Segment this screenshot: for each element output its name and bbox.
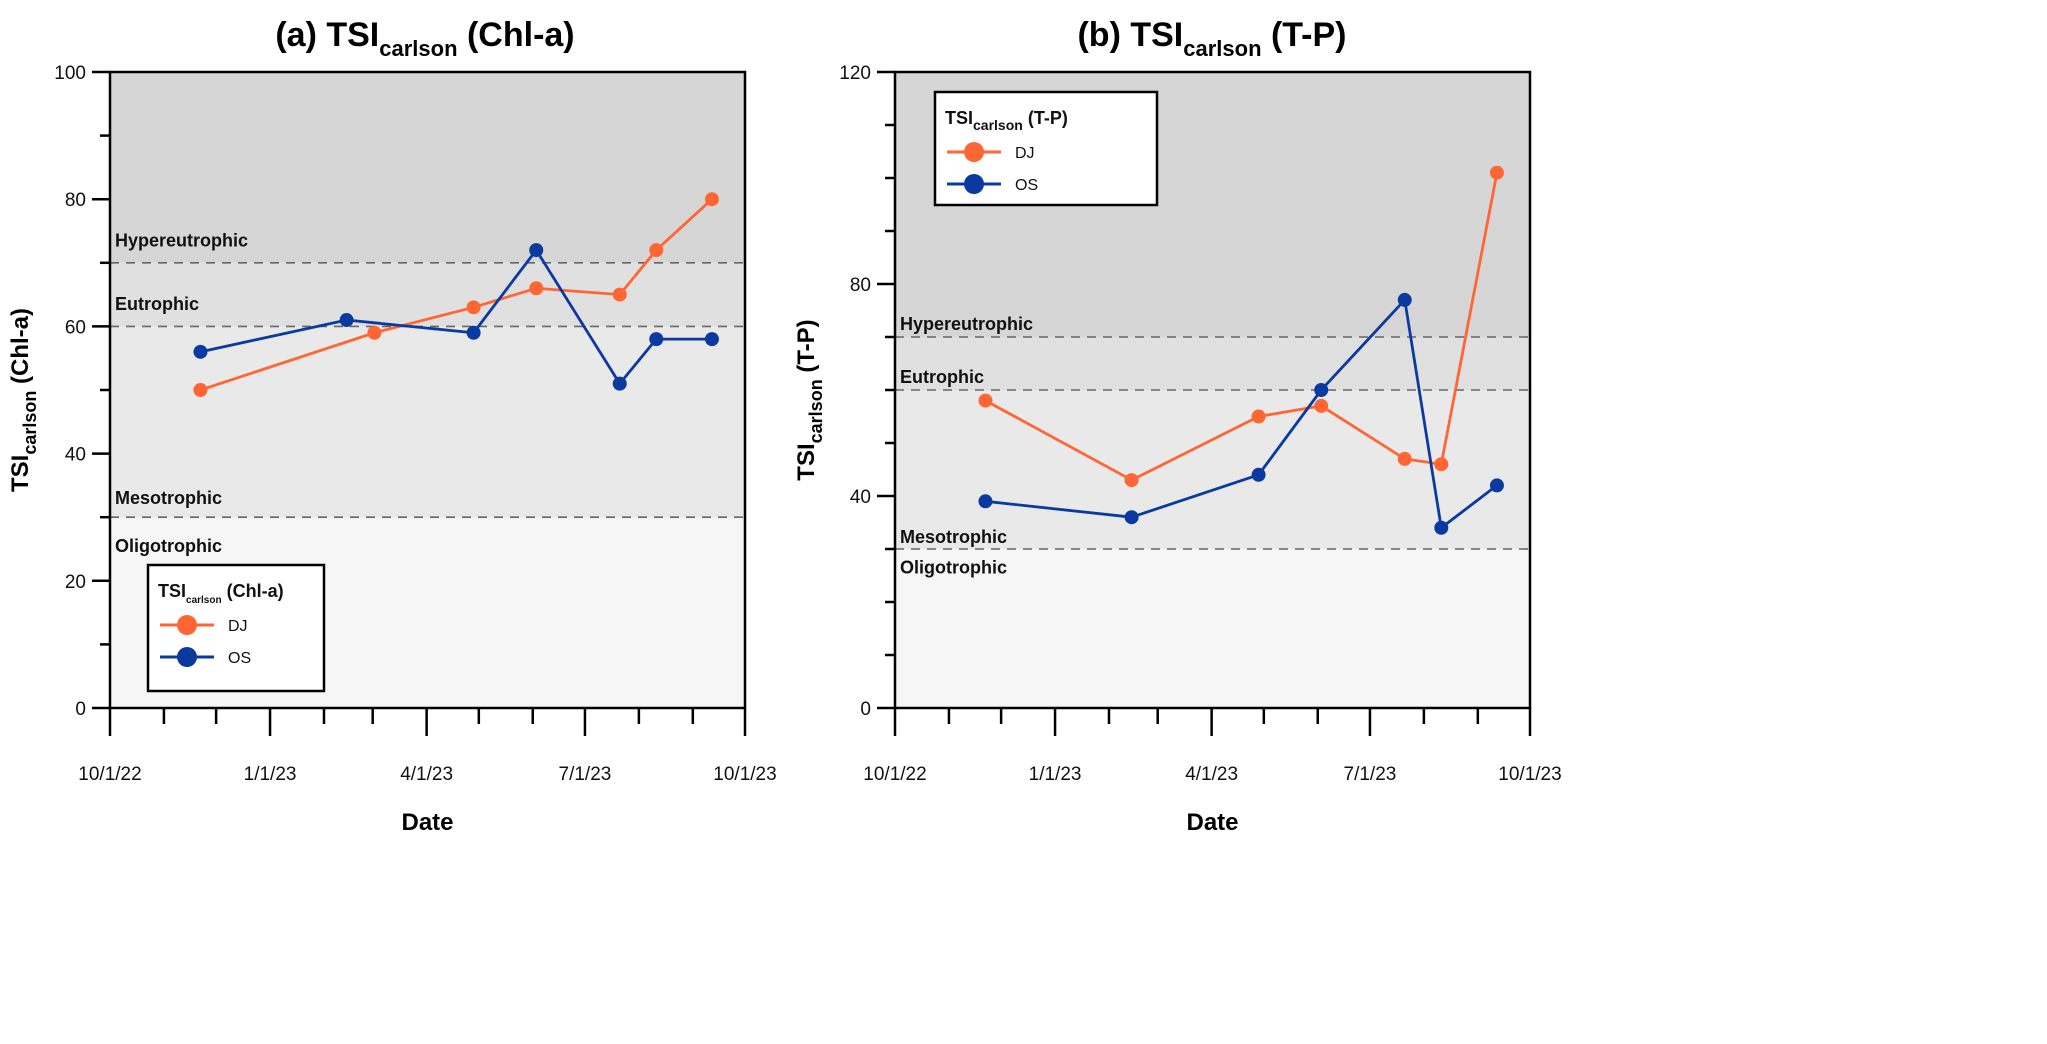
zone-band-hypereutrophic — [110, 72, 745, 263]
data-point — [529, 243, 544, 258]
data-point — [1251, 409, 1266, 424]
x-tick-label: 7/1/23 — [1344, 764, 1397, 785]
data-point — [978, 393, 993, 408]
y-tick-label: 120 — [839, 63, 871, 84]
data-point — [1314, 383, 1329, 397]
zone-band-mesotrophic — [895, 390, 1530, 549]
x-axis-label: Date — [1186, 809, 1238, 836]
legend-label-dj: DJ — [228, 618, 248, 635]
data-point — [978, 494, 993, 509]
data-point — [1314, 398, 1329, 413]
y-tick-label: 80 — [65, 190, 86, 211]
x-axis-label: Date — [401, 809, 453, 836]
data-point — [339, 313, 354, 328]
x-tick-label: 4/1/23 — [1185, 764, 1238, 785]
chart-panel-b: Hypereutrophic Eutrophic Mesotrophic Oligot… — [793, 16, 1562, 836]
chart-title: (b) TSIcarlson (T-P) — [1077, 16, 1346, 61]
zone-label: Hypereutrophic — [115, 231, 248, 251]
legend-marker-dj — [177, 615, 197, 635]
data-point — [1489, 165, 1504, 180]
data-point — [612, 376, 627, 391]
chart-title: (a) TSIcarlson (Chl-a) — [275, 16, 574, 61]
y-axis-label: TSIcarlson (Chl-a) — [7, 308, 40, 492]
chart-panel-a: Hypereutrophic Eutrophic Mesotrophic Oligot… — [7, 16, 777, 836]
data-point — [193, 383, 208, 397]
x-tick-label: 10/1/22 — [78, 764, 141, 785]
y-tick-label: 60 — [65, 317, 86, 338]
data-point — [1434, 520, 1449, 535]
series-os — [978, 292, 1504, 535]
y-tick-label: 40 — [850, 487, 871, 508]
legend-marker-os — [964, 174, 984, 194]
zone-label: Mesotrophic — [115, 488, 222, 508]
zone-label: Eutrophic — [900, 367, 984, 387]
legend-marker-os — [177, 647, 197, 667]
data-point — [193, 344, 208, 359]
x-tick-label: 1/1/23 — [1029, 764, 1082, 785]
data-point — [466, 300, 481, 315]
y-tick-label: 0 — [860, 699, 871, 720]
series-dj — [193, 192, 719, 397]
data-point — [704, 192, 719, 207]
zone-band-eutrophic — [110, 262, 745, 327]
y-tick-label: 100 — [54, 63, 86, 84]
legend: TSIcarlson (Chl-a) DJ OS — [146, 563, 326, 693]
y-axis-label: TSIcarlson (T-P) — [793, 319, 826, 480]
y-tick-label: 20 — [65, 572, 86, 593]
series-os — [193, 243, 719, 391]
legend-title: TSIcarlson (Chl-a) — [158, 581, 284, 606]
zone-band-eutrophic — [895, 337, 1530, 390]
data-point — [1124, 510, 1139, 525]
legend-box — [146, 563, 326, 693]
x-tick-label: 7/1/23 — [559, 764, 612, 785]
data-point — [529, 281, 544, 296]
data-point — [1397, 451, 1412, 466]
y-tick-label: 0 — [75, 699, 86, 720]
zone-label: Eutrophic — [115, 294, 199, 314]
legend-label-dj: DJ — [1015, 145, 1035, 162]
data-point — [649, 332, 664, 347]
data-point — [1434, 457, 1449, 472]
zone-band-oligotrophic — [895, 549, 1530, 708]
data-point — [1251, 467, 1266, 482]
series-dj — [978, 165, 1504, 488]
zone-label: Mesotrophic — [900, 527, 1007, 547]
legend-title: TSIcarlson (T-P) — [945, 108, 1068, 133]
zone-label: Hypereutrophic — [900, 314, 1033, 334]
legend: TSIcarlson (T-P) DJ OS — [933, 90, 1159, 207]
legend-label-os: OS — [1015, 177, 1038, 194]
data-point — [612, 287, 627, 302]
data-point — [466, 325, 481, 340]
data-point — [704, 332, 719, 347]
y-tick-label: 40 — [65, 445, 86, 466]
x-tick-label: 4/1/23 — [400, 764, 453, 785]
x-tick-label: 10/1/23 — [1498, 764, 1561, 785]
x-tick-label: 10/1/23 — [713, 764, 776, 785]
x-tick-label: 1/1/23 — [244, 764, 297, 785]
x-tick-label: 10/1/22 — [863, 764, 926, 785]
zone-label: Oligotrophic — [900, 558, 1007, 578]
legend-label-os: OS — [228, 650, 251, 667]
data-point — [1397, 292, 1412, 307]
y-tick-label: 80 — [850, 275, 871, 296]
legend-marker-dj — [964, 142, 984, 162]
data-point — [1124, 473, 1139, 488]
data-point — [367, 325, 382, 340]
data-point — [649, 243, 664, 258]
data-point — [1489, 478, 1504, 493]
zone-label: Oligotrophic — [115, 536, 222, 556]
